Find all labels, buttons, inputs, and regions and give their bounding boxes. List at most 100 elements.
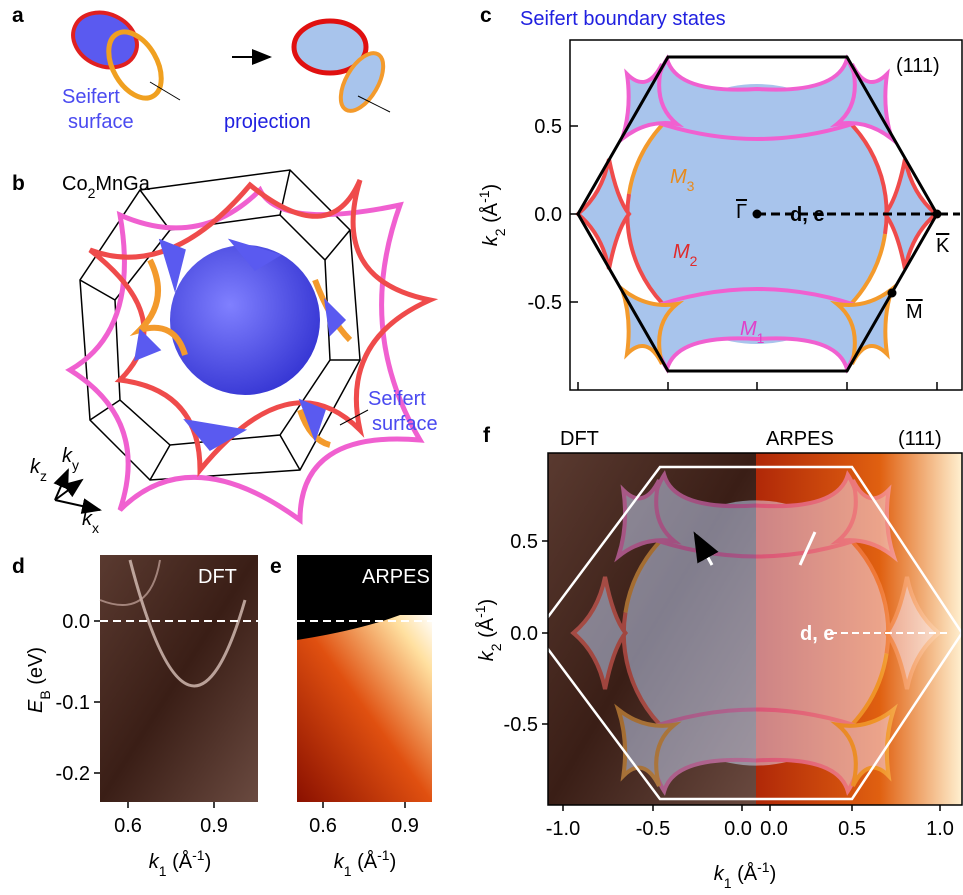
material-label: Co2MnGa bbox=[62, 173, 151, 201]
panel-label: d bbox=[12, 555, 25, 578]
y-tick-label: -0.5 bbox=[504, 714, 538, 736]
y-axis-label-part: (Å bbox=[479, 202, 502, 228]
x-axis-label-part: ) bbox=[390, 851, 397, 873]
y-axis-label-part: B bbox=[37, 690, 53, 699]
y-tick-label: -0.1 bbox=[56, 692, 90, 714]
x-axis-label-part: -1 bbox=[757, 859, 770, 875]
path-label: d, e bbox=[790, 204, 824, 226]
panel-d-drawing bbox=[94, 555, 258, 808]
panel-label: a bbox=[12, 4, 24, 27]
y-axis-label-part: k bbox=[480, 235, 502, 246]
loop-m3-part: 3 bbox=[687, 178, 695, 194]
axis-kx-part: k bbox=[82, 508, 93, 530]
loop-m2-part: M bbox=[673, 241, 690, 263]
y-axis-label-part: -1 bbox=[476, 190, 492, 203]
y-tick-label: 0.0 bbox=[62, 611, 90, 633]
x-tick-label: 0.9 bbox=[391, 815, 419, 837]
y-axis-label-part: E bbox=[25, 699, 47, 713]
material-label-part: MnGa bbox=[95, 173, 150, 195]
material-label-part: 2 bbox=[88, 185, 96, 201]
y-tick-label: -0.5 bbox=[528, 292, 562, 314]
x-axis-label-part: ) bbox=[205, 851, 212, 873]
facet-label: (111) bbox=[898, 428, 942, 450]
x-axis-label-part: -1 bbox=[192, 847, 205, 863]
axis-kz-part: z bbox=[40, 468, 47, 484]
y-tick-label: -0.2 bbox=[56, 763, 90, 785]
y-axis-label: k2 (Å-1) bbox=[476, 184, 508, 246]
x-axis-label-part: 1 bbox=[159, 863, 167, 879]
projection-label: projection bbox=[224, 111, 311, 133]
y-tick-label: 0.0 bbox=[510, 623, 538, 645]
y-axis-label-part: (eV) bbox=[25, 647, 47, 690]
axis-kz: kz bbox=[30, 456, 47, 484]
loop-m2: M2 bbox=[673, 241, 698, 269]
panel-c-drawing bbox=[569, 39, 963, 391]
y-axis-label-part: 2 bbox=[488, 643, 504, 651]
panel-a-drawing bbox=[71, 10, 391, 113]
panel-label: b bbox=[12, 172, 25, 195]
y-axis-label: EB (eV) bbox=[25, 647, 53, 713]
x-axis-label: k1 (Å-1) bbox=[334, 847, 396, 879]
path-label: d, e bbox=[800, 623, 834, 645]
y-axis-label-part: 2 bbox=[492, 228, 508, 236]
x-tick-label: 0.9 bbox=[200, 815, 228, 837]
panel-tag: ARPES bbox=[766, 428, 834, 450]
panel-label: c bbox=[480, 4, 492, 27]
axis-ky-part: k bbox=[62, 445, 73, 467]
loop-m1-part: 1 bbox=[757, 330, 765, 346]
loop-m3: M3 bbox=[670, 166, 695, 194]
panel-f-drawing bbox=[534, 452, 963, 811]
y-axis-label-part: -1 bbox=[472, 605, 488, 618]
y-tick-label: 0.0 bbox=[534, 204, 562, 226]
panel-b-drawing bbox=[53, 169, 439, 525]
y-axis-label-part: k bbox=[476, 650, 498, 661]
loop-m2-part: 2 bbox=[690, 253, 698, 269]
loop-m1-part: M bbox=[740, 318, 757, 340]
x-axis-label-part: 1 bbox=[724, 875, 732, 891]
x-axis-label-part: k bbox=[714, 863, 725, 885]
x-tick-label: -1.0 bbox=[546, 818, 580, 840]
axis-ky: ky bbox=[62, 445, 79, 473]
panel-tag: ARPES bbox=[362, 566, 430, 588]
x-axis-label-part: k bbox=[149, 851, 160, 873]
x-axis-label-part: (Å bbox=[732, 862, 758, 885]
gamma-label: Γ bbox=[736, 201, 747, 223]
y-axis-label-part: ) bbox=[480, 184, 502, 191]
y-axis-label: k2 (Å-1) bbox=[472, 599, 504, 661]
y-axis-label-part: (Å bbox=[475, 617, 498, 643]
axis-kz-part: k bbox=[30, 456, 41, 478]
seifert-surface-label: surface bbox=[68, 111, 134, 133]
x-tick-label: 0.6 bbox=[309, 815, 337, 837]
axis-kx: kx bbox=[82, 508, 99, 536]
x-axis-label: k1 (Å-1) bbox=[149, 847, 211, 879]
panel-e-drawing bbox=[297, 555, 432, 808]
loop-m3-part: M bbox=[670, 166, 687, 188]
material-label-part: Co bbox=[62, 173, 88, 195]
axis-kx-part: x bbox=[92, 520, 99, 536]
y-tick-label: 0.5 bbox=[534, 116, 562, 138]
panel-label: e bbox=[270, 555, 282, 578]
facet-label: (111) bbox=[896, 55, 940, 77]
x-axis-label-part: (Å bbox=[167, 850, 193, 873]
x-axis-label-part: 1 bbox=[344, 863, 352, 879]
y-tick-label: 0.5 bbox=[510, 531, 538, 553]
x-axis-label-part: (Å bbox=[352, 850, 378, 873]
x-tick-label: 0.6 bbox=[114, 815, 142, 837]
x-tick-label: 0.5 bbox=[838, 818, 866, 840]
x-axis-label-part: ) bbox=[770, 863, 777, 885]
panel-tag: DFT bbox=[198, 566, 237, 588]
x-tick-label: 0.0 bbox=[760, 818, 788, 840]
seifert-surface-label: Seifert bbox=[62, 86, 120, 108]
x-tick-label: 0.0 bbox=[724, 818, 752, 840]
x-axis-label-part: -1 bbox=[377, 847, 390, 863]
k-label: K bbox=[936, 235, 950, 257]
x-axis-label: k1 (Å-1) bbox=[714, 859, 776, 891]
x-tick-label: -0.5 bbox=[636, 818, 670, 840]
x-axis-label-part: k bbox=[334, 851, 345, 873]
m-label: M bbox=[906, 301, 923, 323]
seifert-surface-label: Seifert bbox=[368, 388, 426, 410]
panel-label: f bbox=[483, 424, 491, 447]
loop-m1: M1 bbox=[740, 318, 765, 346]
panel-title: Seifert boundary states bbox=[520, 8, 726, 30]
